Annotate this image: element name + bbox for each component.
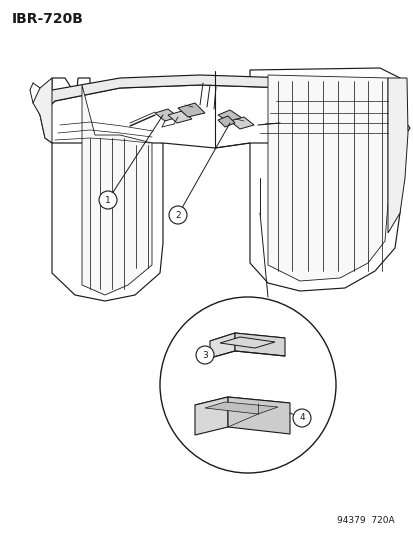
Polygon shape xyxy=(75,78,90,133)
Polygon shape xyxy=(219,337,274,348)
Circle shape xyxy=(169,206,187,224)
Polygon shape xyxy=(218,116,235,127)
Polygon shape xyxy=(35,75,391,115)
Text: 94379  720A: 94379 720A xyxy=(337,516,394,525)
Text: IBR-720B: IBR-720B xyxy=(12,12,84,26)
Polygon shape xyxy=(168,111,192,123)
Circle shape xyxy=(99,191,117,209)
Polygon shape xyxy=(82,85,152,295)
Polygon shape xyxy=(218,110,242,123)
Polygon shape xyxy=(209,333,235,358)
Circle shape xyxy=(195,346,214,364)
Polygon shape xyxy=(204,402,277,414)
Polygon shape xyxy=(235,333,284,356)
Polygon shape xyxy=(195,397,289,412)
Text: 2: 2 xyxy=(175,211,180,220)
Polygon shape xyxy=(230,117,254,129)
Text: 4: 4 xyxy=(299,414,304,423)
Text: 1: 1 xyxy=(105,196,111,205)
Polygon shape xyxy=(209,333,284,347)
Polygon shape xyxy=(154,109,178,121)
Polygon shape xyxy=(40,85,409,148)
Polygon shape xyxy=(178,103,204,117)
Polygon shape xyxy=(52,78,163,301)
Polygon shape xyxy=(267,75,387,281)
Polygon shape xyxy=(249,68,399,291)
Circle shape xyxy=(159,297,335,473)
Text: 3: 3 xyxy=(202,351,207,359)
Polygon shape xyxy=(387,78,407,233)
Polygon shape xyxy=(195,397,228,435)
Polygon shape xyxy=(228,397,289,434)
Polygon shape xyxy=(33,78,52,143)
Circle shape xyxy=(292,409,310,427)
